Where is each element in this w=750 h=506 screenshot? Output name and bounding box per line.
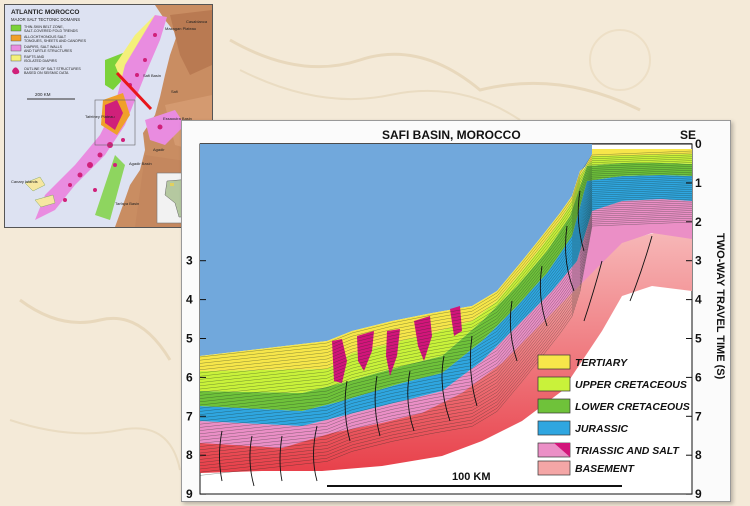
legend-label-tertiary: TERTIARY <box>575 357 628 369</box>
reflector-line <box>199 185 693 415</box>
reflector-line <box>199 216 693 467</box>
legend-swatch-upper-cretaceous <box>537 376 571 392</box>
upper-cretaceous-layer <box>200 154 692 393</box>
tertiary-layer <box>200 154 592 371</box>
reflector-line <box>199 158 693 371</box>
reflector-line <box>199 160 693 374</box>
reflector-line <box>199 191 693 425</box>
faults <box>219 190 653 487</box>
legend-label-basement: BASEMENT <box>575 463 636 475</box>
left-tick-label: 6 <box>186 370 193 384</box>
left-tick-label: 9 <box>186 487 193 501</box>
reflector-line <box>199 156 693 367</box>
left-tick-label: 7 <box>186 409 193 423</box>
left-tick-label: 4 <box>186 293 193 307</box>
right-tick-label: 3 <box>695 254 702 268</box>
reflector-line <box>199 193 693 428</box>
section-line-marker <box>115 71 153 111</box>
legend-swatch-basement <box>537 460 571 476</box>
reflector-line <box>199 194 693 431</box>
reflector-line <box>199 200 693 441</box>
right-tick-label: 6 <box>695 370 702 384</box>
legend-swatch-jurassic <box>537 420 571 436</box>
left-tick-label: 8 <box>186 448 193 462</box>
reflector-line <box>199 183 693 412</box>
strata-legend: TERTIARY UPPER CRETACEOUS LOWER CRETACEO… <box>537 354 690 476</box>
reflector-line <box>199 198 693 438</box>
legend-swatch-lower-cretaceous <box>537 398 571 414</box>
seismic-cross-section: SAFI BASIN, MOROCCO SE <box>181 120 731 502</box>
legend-label-jurassic: JURASSIC <box>575 423 629 435</box>
reflector-line <box>199 214 693 463</box>
reflector-line <box>199 171 693 393</box>
legend-swatch-tertiary <box>537 354 571 370</box>
scale-bar-label: 100 KM <box>452 471 491 483</box>
reflector-line <box>199 181 693 409</box>
reflector-line <box>199 150 693 358</box>
reflector-line <box>199 217 693 470</box>
section-title: SAFI BASIN, MOROCCO <box>382 128 521 142</box>
right-tick-label: 8 <box>695 448 702 462</box>
reflector-line <box>199 221 693 476</box>
reflector-line <box>199 189 693 422</box>
right-tick-label: 7 <box>695 409 702 423</box>
legend-label-lower-cretaceous: LOWER CRETACEOUS <box>575 401 690 413</box>
axis-label: TWO-WAY TRAVEL TIME (S) <box>714 233 726 380</box>
reflector-line <box>199 208 693 454</box>
reflector-line <box>199 212 693 460</box>
reflector-line <box>199 162 693 377</box>
right-tick-label: 4 <box>695 293 702 307</box>
legend-label-triassic: TRIASSIC AND SALT <box>575 445 680 457</box>
right-tick-label: 9 <box>695 487 702 501</box>
section-direction: SE <box>680 128 696 142</box>
reflector-line <box>199 196 693 435</box>
left-tick-label: 3 <box>186 254 193 268</box>
reflector-line <box>199 202 693 444</box>
reflector-line <box>199 152 693 361</box>
legend-label-upper-cretaceous: UPPER CRETACEOUS <box>575 379 687 391</box>
reflector-line <box>199 206 693 451</box>
reflector-line <box>199 210 693 457</box>
reflector-line <box>199 187 693 419</box>
water-column <box>200 144 592 356</box>
seismic-reflectors <box>199 150 693 476</box>
left-tick-label: 5 <box>186 332 193 346</box>
jurassic-layer <box>200 175 692 426</box>
reflector-line <box>199 204 693 447</box>
right-tick-label: 2 <box>695 215 702 229</box>
reflector-line <box>199 154 693 364</box>
right-tick-label: 1 <box>695 176 702 190</box>
right-tick-label: 5 <box>695 332 702 346</box>
right-tick-label: 0 <box>695 137 702 151</box>
reflector-line <box>199 219 693 473</box>
